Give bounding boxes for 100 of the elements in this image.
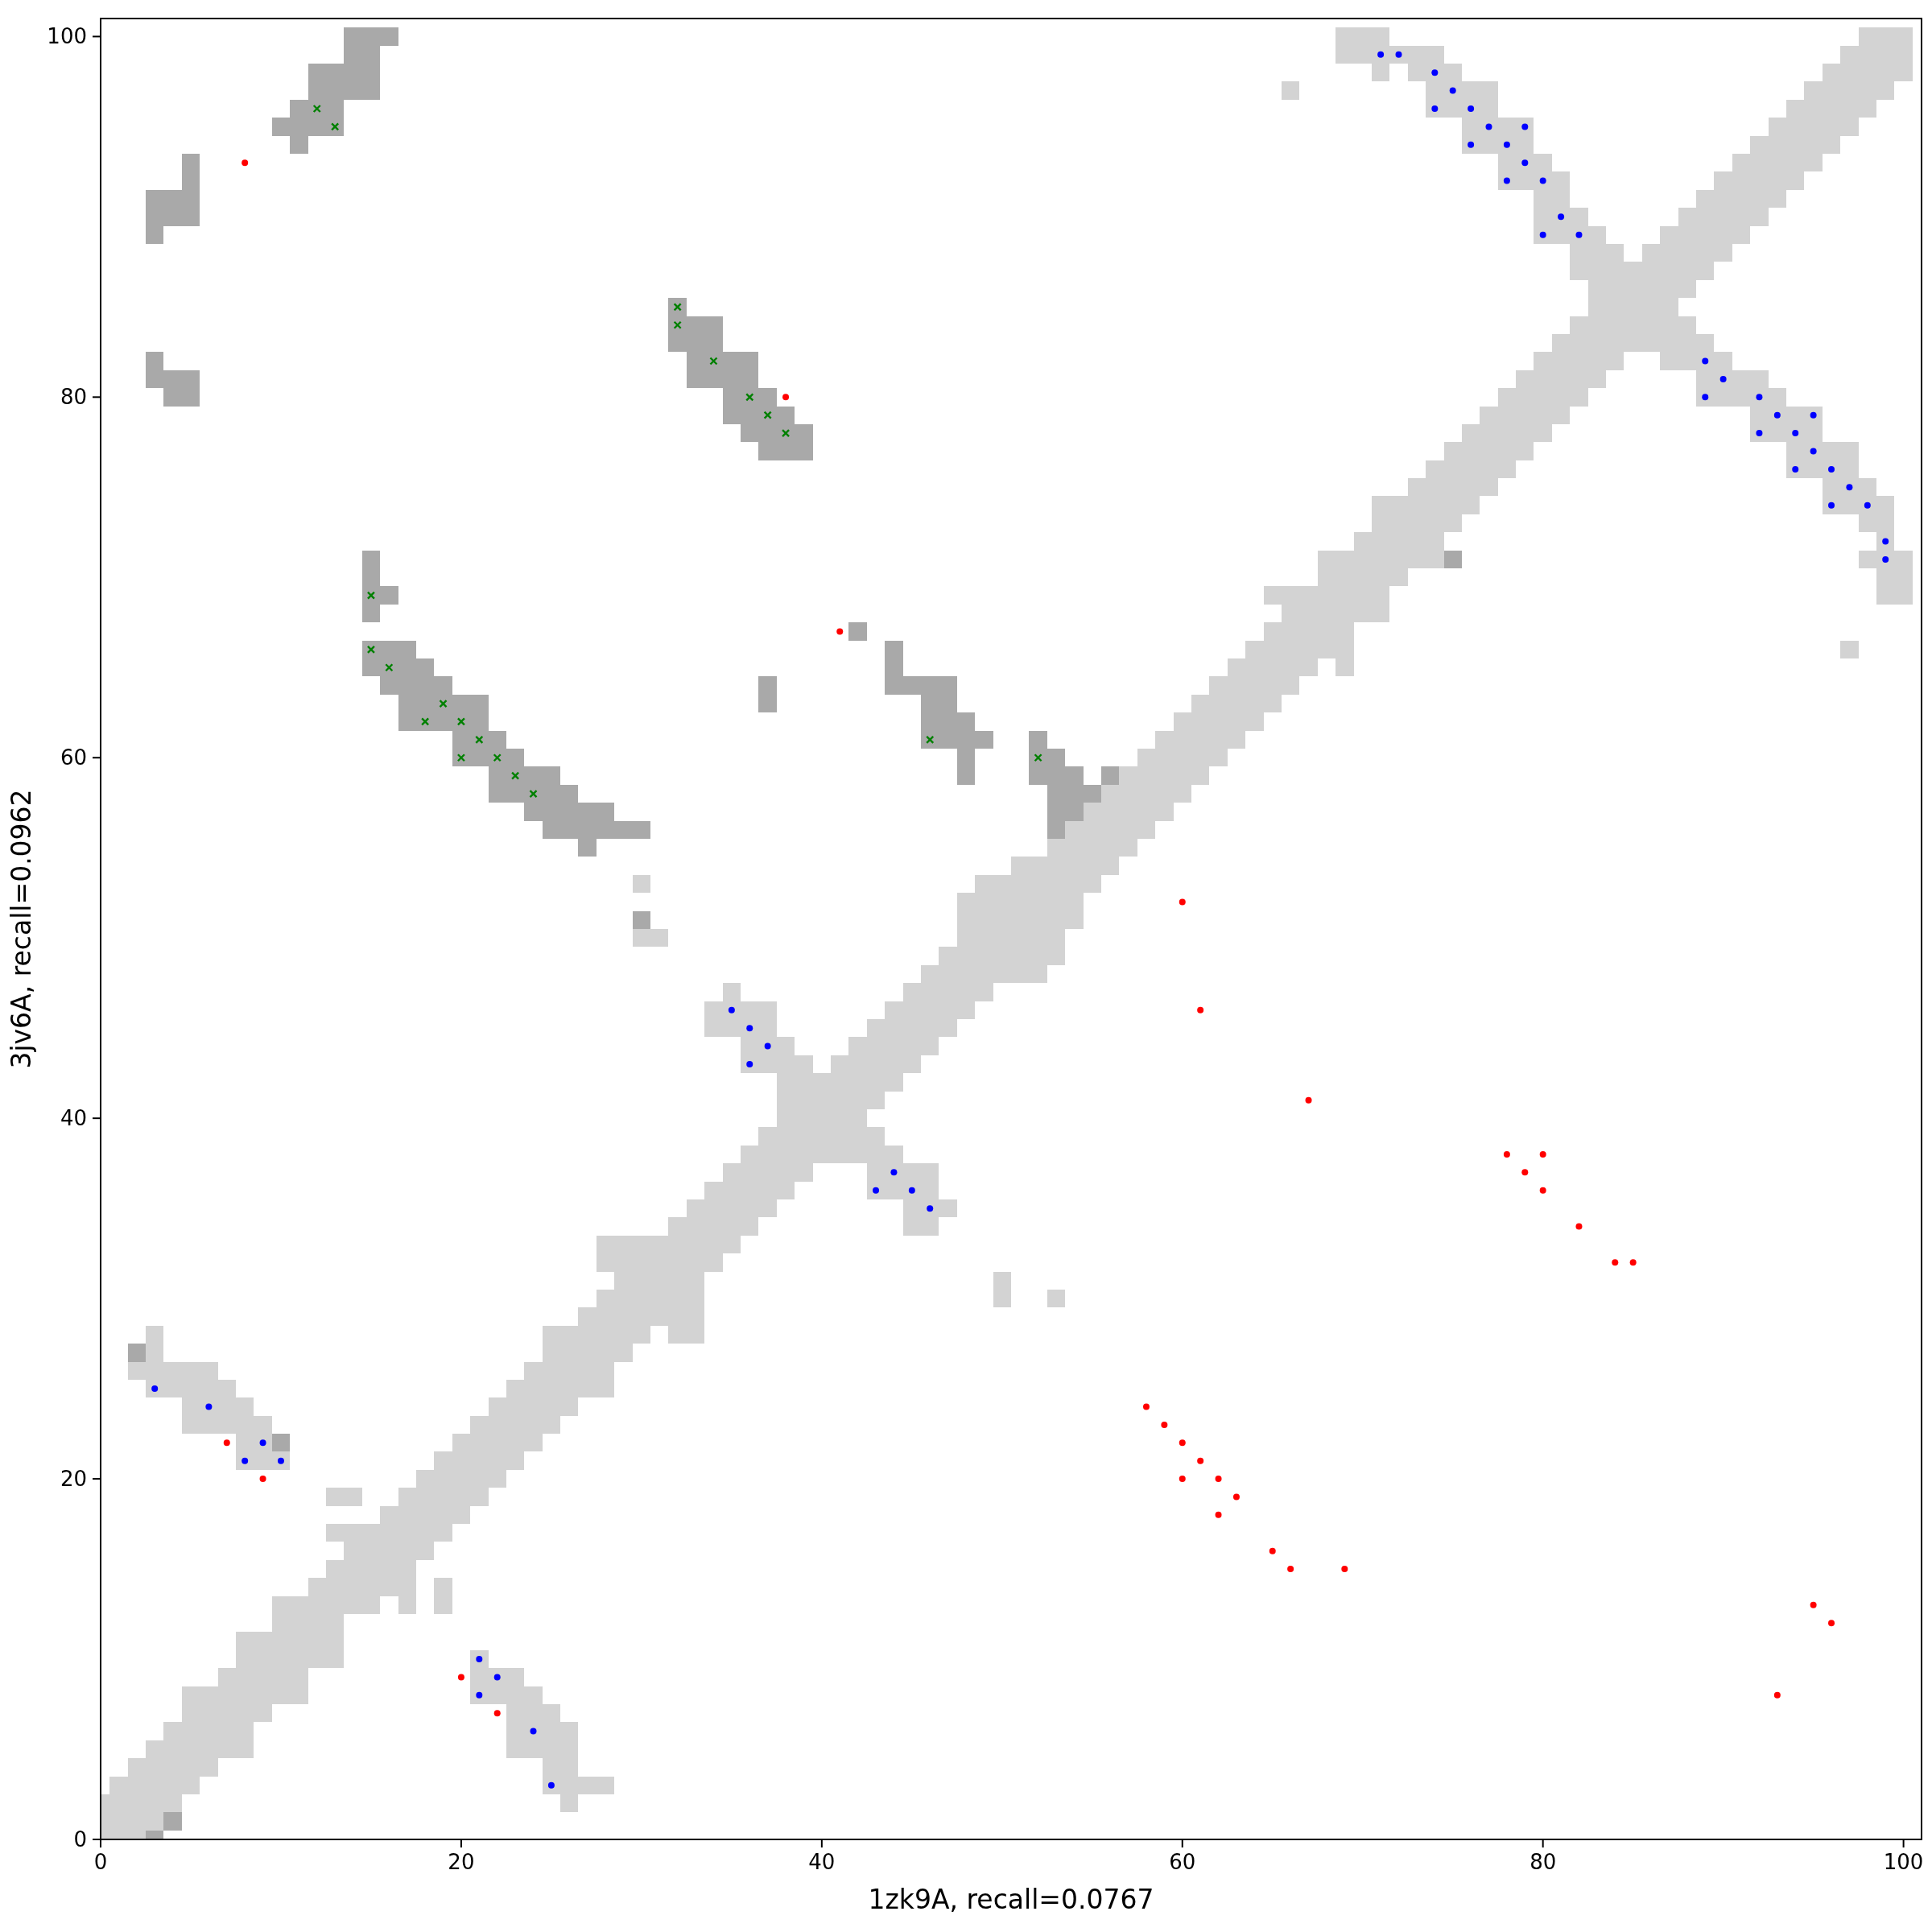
point: [873, 1187, 880, 1194]
point: [456, 753, 466, 762]
point: [1864, 502, 1871, 509]
bar: [127, 1344, 146, 1362]
point: [1161, 1421, 1168, 1428]
y-tick-label: 20: [60, 1467, 87, 1492]
point: [1810, 448, 1817, 455]
point: [1232, 1493, 1240, 1501]
x-tick-label: 40: [808, 1850, 836, 1875]
point: [1773, 1691, 1781, 1699]
point: [366, 645, 376, 654]
x-tick-label: 0: [93, 1850, 108, 1875]
point: [1503, 177, 1510, 184]
point: [493, 1674, 501, 1681]
point: [745, 393, 754, 402]
bar: [434, 1578, 452, 1615]
x-axis-title: 1zk9A, recall=0.0767: [868, 1883, 1154, 1915]
point: [1558, 213, 1565, 221]
point: [782, 394, 790, 401]
point: [1341, 1566, 1348, 1573]
point: [1773, 411, 1781, 419]
x-tick-label: 20: [448, 1850, 475, 1875]
point: [475, 735, 484, 745]
point: [781, 428, 791, 438]
point: [709, 357, 718, 365]
point: [457, 1674, 464, 1681]
point: [1468, 141, 1475, 148]
point: [1287, 1566, 1294, 1573]
point: [223, 1439, 230, 1447]
bar: [163, 1812, 182, 1831]
bar: [1281, 81, 1300, 100]
point: [1521, 1169, 1529, 1176]
point: [1197, 1006, 1204, 1013]
point: [476, 1691, 483, 1699]
point: [1810, 411, 1817, 419]
point: [1539, 1187, 1546, 1194]
bar: [632, 874, 651, 894]
point: [1503, 141, 1510, 148]
point: [420, 717, 430, 726]
point: [1792, 465, 1799, 473]
point: [366, 591, 376, 600]
point: [673, 303, 682, 312]
x-tick-label: 80: [1530, 1850, 1557, 1875]
point: [836, 628, 844, 635]
bar: [758, 676, 777, 713]
point: [1539, 177, 1546, 184]
point: [728, 1006, 735, 1013]
point: [746, 1060, 753, 1067]
bar: [632, 910, 651, 929]
point: [763, 411, 772, 419]
point: [890, 1169, 898, 1176]
point: [151, 1385, 159, 1393]
point: [927, 1205, 934, 1212]
point: [456, 717, 466, 726]
point: [1539, 231, 1546, 238]
point: [1702, 394, 1709, 401]
point: [1539, 1150, 1546, 1158]
point: [259, 1439, 266, 1447]
y-tick-label: 40: [60, 1106, 87, 1131]
point: [764, 1042, 771, 1050]
point: [1882, 555, 1889, 563]
point: [1377, 51, 1385, 58]
point: [476, 1656, 483, 1663]
point: [1449, 87, 1456, 94]
point: [1215, 1476, 1222, 1483]
point: [330, 122, 340, 131]
point: [1828, 465, 1835, 473]
bar: [1443, 550, 1462, 569]
bar: [1840, 640, 1859, 659]
bar: [1100, 766, 1120, 785]
point: [1521, 123, 1529, 130]
point: [1846, 484, 1853, 491]
point: [1702, 357, 1709, 365]
point: [1179, 1439, 1186, 1447]
point: [493, 753, 502, 762]
y-tick-label: 60: [60, 745, 87, 770]
point: [205, 1403, 213, 1410]
point: [1792, 430, 1799, 437]
point: [673, 320, 682, 329]
point: [1034, 753, 1042, 762]
point: [1179, 1476, 1186, 1483]
point: [1468, 105, 1475, 112]
point: [242, 159, 249, 167]
point: [1828, 1620, 1835, 1627]
y-tick-label: 80: [60, 385, 87, 410]
point: [1612, 1259, 1619, 1266]
y-tick-label: 0: [73, 1827, 87, 1852]
point: [1575, 1223, 1583, 1230]
point: [385, 663, 394, 672]
point: [1810, 1601, 1817, 1608]
point: [1756, 394, 1763, 401]
bar: [993, 1271, 1011, 1308]
point: [1719, 375, 1727, 382]
bar: [848, 622, 867, 641]
point: [1215, 1511, 1222, 1518]
y-axis-title: 3jv6A, recall=0.0962: [5, 789, 37, 1069]
point: [1197, 1457, 1204, 1464]
point: [908, 1187, 915, 1194]
point: [1521, 159, 1529, 167]
bar: [271, 1434, 291, 1452]
